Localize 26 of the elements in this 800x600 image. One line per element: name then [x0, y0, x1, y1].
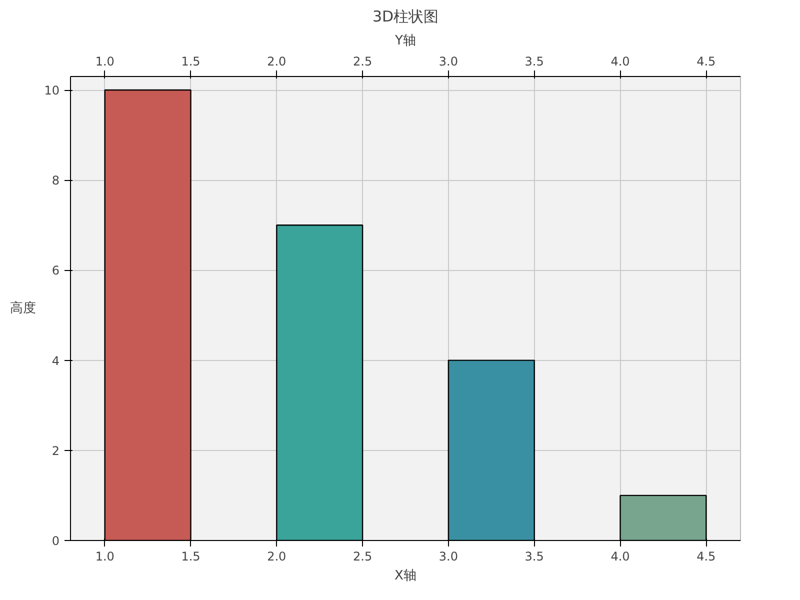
x-tick-label: 3.5: [524, 54, 544, 68]
x2-tick-label: 3.5: [524, 550, 544, 564]
y-tick-label: 6: [52, 264, 60, 278]
x-tick-label: 2.0: [267, 54, 286, 68]
x2-tick-label: 4.5: [696, 550, 716, 564]
x2-tick-label: 2.5: [353, 550, 372, 564]
x2-axis-title: Y轴: [394, 34, 416, 48]
x2-tick-label: 2.0: [267, 550, 286, 564]
x-tick-label: 2.5: [353, 54, 372, 68]
y-tick-label: 10: [44, 84, 60, 98]
y-tick-label: 0: [52, 534, 60, 548]
y-tick-label: 4: [52, 354, 60, 368]
y-tick-label: 2: [52, 444, 60, 458]
x-tick-label: 1.5: [181, 54, 200, 68]
x2-tick-label: 1.0: [95, 550, 114, 564]
y-axis-title: 高度: [10, 300, 36, 316]
x2-tick-label: 1.5: [181, 550, 200, 564]
x-tick-label: 4.0: [610, 54, 630, 68]
y-tick-label: 8: [52, 174, 60, 188]
x-tick-label: 3.0: [438, 54, 458, 68]
x2-tick-label: 3.0: [438, 550, 458, 564]
chart-title: 3D柱状图: [372, 8, 439, 26]
x2-tick-label: 4.0: [610, 550, 630, 564]
x-axis-title: X轴: [394, 568, 416, 584]
x-tick-label: 1.0: [95, 54, 114, 68]
x-tick-label: 4.5: [696, 54, 716, 68]
